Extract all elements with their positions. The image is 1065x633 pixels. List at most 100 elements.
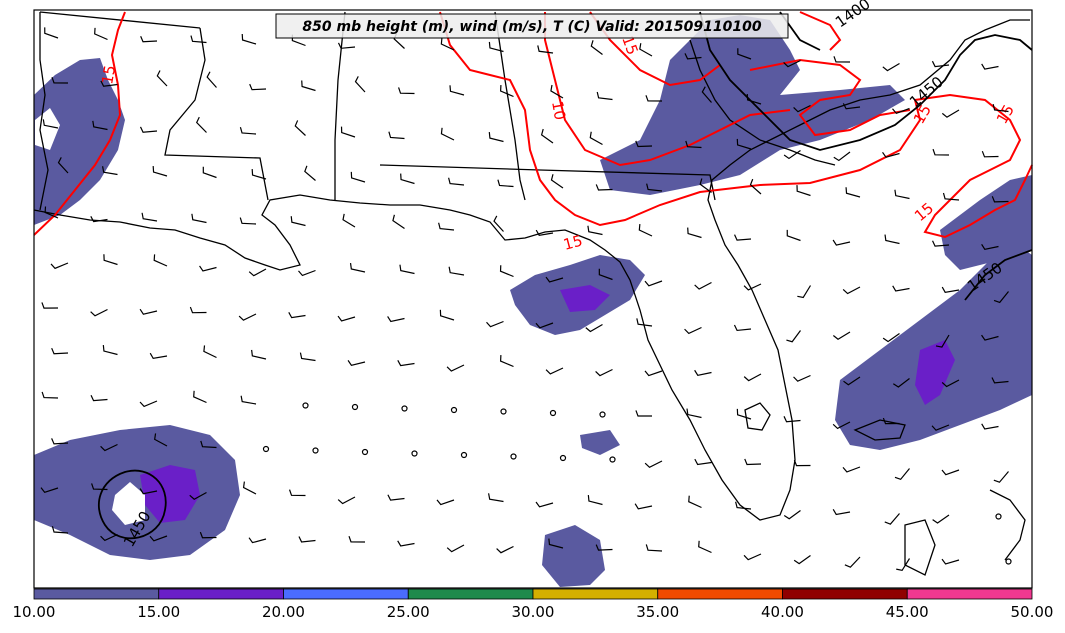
wind-barb: [537, 45, 554, 54]
wind-barb: [241, 33, 257, 45]
wind-barb: [736, 408, 752, 420]
wind-barb: [301, 80, 316, 92]
wind-fill-area: [140, 465, 200, 523]
wind-barb: [40, 487, 59, 494]
wind-barb: [392, 214, 405, 229]
wind-barb: [783, 416, 801, 423]
wind-barb: [793, 555, 811, 565]
wind-barb: [189, 491, 207, 500]
wind-barb: [496, 545, 514, 554]
wind-barb: [590, 40, 603, 55]
wind-barb: [842, 466, 861, 473]
wind-barb: [783, 510, 801, 520]
wind-barb: [440, 37, 455, 51]
wind-barb: [342, 213, 356, 228]
wind-barb: [832, 508, 851, 516]
wind-barb: [446, 544, 465, 553]
colorbar: [33, 588, 1033, 600]
wind-barb: [941, 286, 960, 293]
wind-barb: [646, 183, 663, 192]
wind-barb: [548, 538, 564, 549]
wind-barb: [882, 62, 900, 72]
wind-barb: [397, 359, 415, 367]
wind-barb: [992, 103, 1009, 113]
wind-barb: [796, 185, 811, 197]
wind-barb: [843, 376, 861, 386]
wind-barb: [981, 243, 999, 251]
wind-barb: [842, 103, 861, 110]
temp-contour-line: [799, 11, 842, 51]
wind-barb: [786, 229, 801, 242]
wind-barb: [587, 225, 603, 236]
wind-barb: [733, 324, 752, 332]
wind-barb: [497, 179, 514, 188]
wind-barb: [639, 43, 653, 57]
wind-barb: [199, 265, 217, 272]
colorbar-swatch: [657, 588, 783, 600]
wind-barb: [348, 535, 366, 543]
state-border: [689, 39, 761, 141]
wind-barb: [139, 126, 158, 133]
wind-barb: [701, 86, 712, 103]
calm-wind-marker: [450, 406, 458, 414]
wind-barb: [354, 76, 366, 93]
wind-barb: [141, 212, 158, 222]
wind-barb: [90, 394, 108, 402]
wind-barb: [892, 285, 910, 292]
coastlines: [33, 11, 1030, 576]
atlantic-coast-line: [769, 19, 1030, 141]
wind-fill-area: [542, 525, 605, 587]
wind-barb: [884, 234, 900, 245]
wind-barb: [686, 408, 702, 419]
wind-barb: [149, 535, 168, 542]
wind-barb: [240, 395, 257, 405]
wind-barb: [832, 421, 851, 430]
wind-barb: [535, 501, 554, 508]
wind-barb: [438, 222, 455, 231]
wind-barb: [941, 469, 960, 476]
wind-barb: [399, 264, 415, 275]
colorbar-tick-label: 50.00: [1011, 603, 1054, 621]
temp-label: 10: [548, 100, 569, 122]
wind-fill-area: [940, 175, 1032, 270]
wind-barb: [44, 206, 59, 219]
wind-barb: [598, 268, 613, 281]
wind-barb: [499, 355, 514, 368]
colorbar-tick-label: 35.00: [636, 603, 679, 621]
bahamas-island: [904, 519, 936, 576]
wind-barb: [337, 496, 356, 505]
calm-wind-marker: [302, 402, 309, 409]
wind-barb: [91, 483, 108, 491]
wind-barb: [397, 540, 415, 547]
wind-barb: [398, 87, 415, 95]
cuba-island: [853, 419, 906, 441]
wind-barb: [783, 150, 801, 160]
wind-barb: [981, 334, 999, 341]
wind-barb: [644, 280, 663, 287]
calm-wind-marker: [599, 411, 606, 418]
wind-barb: [737, 48, 752, 60]
wind-barb: [896, 558, 911, 572]
wind-fill-area: [112, 482, 145, 525]
outer-banks: [989, 489, 1026, 561]
temp-label: 15: [618, 33, 641, 57]
height-contour-line: [964, 249, 1033, 301]
calm-wind-marker: [411, 450, 418, 457]
calm-wind-marker: [510, 453, 517, 460]
wind-barb: [743, 283, 762, 291]
wind-barb: [596, 91, 613, 101]
wind-barb: [535, 229, 554, 236]
wind-barb: [595, 544, 613, 551]
wind-barb: [941, 379, 960, 388]
colorbar-swatch: [158, 588, 284, 600]
colorbar-swatch: [906, 588, 1033, 600]
calm-wind-marker: [312, 447, 319, 454]
wind-barb: [699, 178, 712, 193]
wind-barb: [786, 330, 801, 343]
wind-barb: [90, 308, 108, 317]
wind-barb: [238, 313, 257, 321]
wind-barb: [832, 239, 851, 246]
wind-barb: [140, 35, 158, 43]
wind-barb: [102, 166, 118, 176]
